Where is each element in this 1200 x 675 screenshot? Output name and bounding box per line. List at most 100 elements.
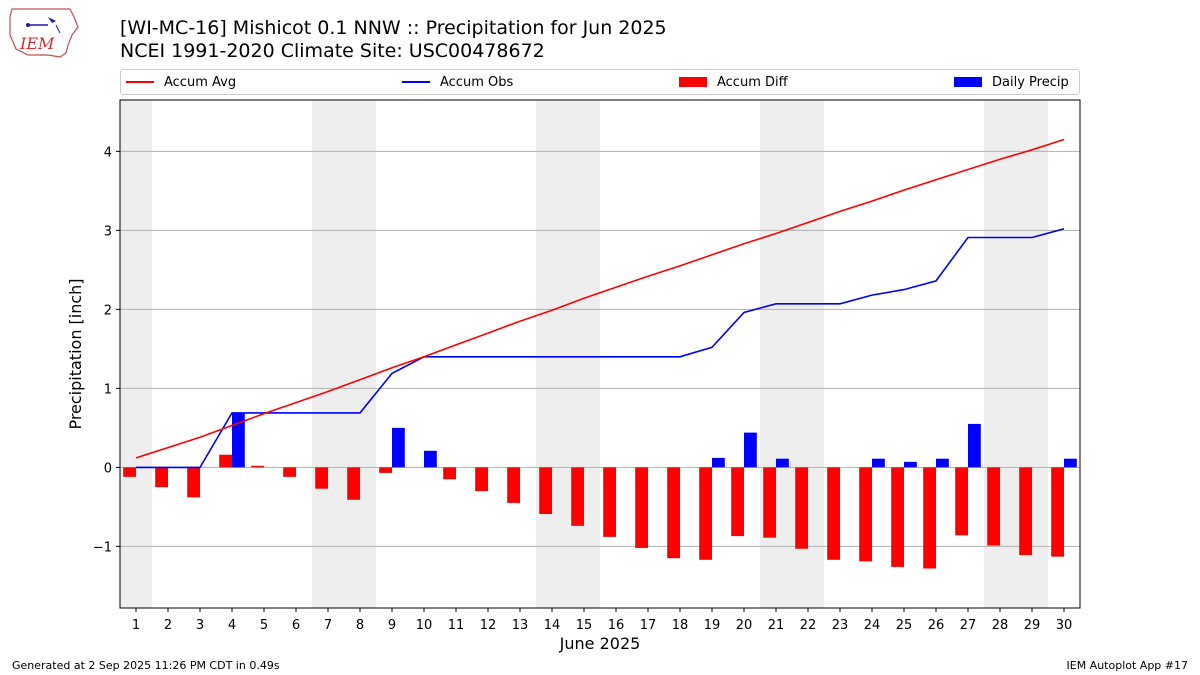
legend: Accum Avg Accum Obs Accum Diff Daily Pre… [120,69,1080,95]
x-tick-label: 19 [704,618,721,633]
x-tick-label: 14 [544,618,561,633]
accum-diff-bar [859,467,872,562]
accum-diff-bar [603,467,616,537]
accum-diff-bar [827,467,840,560]
x-tick-label: 20 [736,618,753,633]
legend-item-accum-obs: Accum Obs [402,70,513,94]
x-tick-label: 12 [480,618,497,633]
daily-precip-bar [392,427,405,468]
x-tick-label: 11 [448,618,465,633]
accum-diff-bar [635,467,648,548]
x-tick-label: 22 [800,618,817,633]
y-tick-label: 0 [104,461,112,476]
daily-precip-bar [776,458,789,468]
footer-app: IEM Autoplot App #17 [1066,659,1189,672]
accum-diff-bar [219,454,232,468]
x-tick-label: 16 [608,618,625,633]
accum-diff-bar [187,467,200,498]
x-tick-label: 1 [132,618,140,633]
y-tick-label: 1 [104,382,112,397]
iem-logo: IEM [9,8,79,58]
accum-diff-bar [475,467,488,492]
legend-item-accum-diff: Accum Diff [679,70,788,94]
y-tick-label: −1 [93,540,112,555]
daily-precip-bar [936,458,949,468]
daily-precip-bar [1064,458,1077,468]
chart-title: [WI-MC-16] Mishicot 0.1 NNW :: Precipita… [120,17,667,39]
accum-diff-bar [539,467,552,514]
x-tick-label: 17 [640,618,657,633]
weekend-shade [120,100,152,608]
x-tick-label: 27 [960,618,977,633]
accum-diff-bar [251,465,264,468]
accum-diff-bar [795,467,808,549]
legend-label-accum-obs: Accum Obs [440,74,514,90]
accum-diff-bar [571,467,584,526]
accum-diff-bar [955,467,968,536]
y-tick-label: 2 [104,303,112,318]
legend-label-accum-diff: Accum Diff [717,74,788,90]
accum-diff-bar [1051,467,1064,557]
accum-diff-bar [923,467,936,569]
daily-precip-bar [872,458,885,468]
x-axis-label: June 2025 [559,634,641,653]
logo-text: IEM [19,34,55,53]
plot-frame [119,99,1081,609]
daily-precip-bar [712,457,725,468]
y-tick-label: 4 [104,145,112,160]
accum-diff-bar [667,467,680,559]
x-tick-label: 26 [928,618,945,633]
accum-diff-bar [763,467,776,538]
accum-diff-bar [507,467,520,503]
x-tick-label: 9 [388,618,396,633]
accum-diff-bar [379,467,392,473]
daily-precip-bar [968,423,981,468]
x-tick-label: 23 [832,618,849,633]
weekend-shade [536,100,600,608]
accum-diff-bar [315,467,328,489]
y-axis-label: Precipitation [inch] [66,278,85,429]
accum-diff-bar [347,467,360,500]
legend-item-daily-precip: Daily Precip [954,70,1069,94]
accum-diff-bar [731,467,744,537]
accum-diff-bar [443,467,456,480]
legend-swatch-daily-precip [954,77,982,87]
x-tick-label: 3 [196,618,204,633]
daily-precip-bar [904,461,917,468]
daily-precip-bar [424,450,437,468]
accum-diff-bar [699,467,712,560]
x-tick-label: 24 [864,618,881,633]
x-tick-label: 6 [292,618,300,633]
x-tick-label: 21 [768,618,785,633]
legend-swatch-accum-obs [402,81,430,83]
y-tick-label: 3 [104,224,112,239]
legend-swatch-accum-diff [679,77,707,87]
x-tick-label: 30 [1056,618,1073,633]
x-tick-label: 2 [164,618,172,633]
daily-precip-bar [232,412,245,468]
accum-obs-line [136,228,1065,469]
x-tick-label: 13 [512,618,529,633]
legend-swatch-accum-avg [126,81,154,83]
legend-item-accum-avg: Accum Avg [126,70,236,94]
legend-label-accum-avg: Accum Avg [164,74,237,90]
x-tick-label: 28 [992,618,1009,633]
x-tick-label: 10 [416,618,433,633]
x-tick-label: 8 [356,618,364,633]
accum-diff-bar [891,467,904,567]
accum-diff-bar [987,467,1000,546]
x-tick-label: 25 [896,618,913,633]
accum-diff-bar [1019,467,1032,556]
legend-label-daily-precip: Daily Precip [992,74,1069,90]
footer-generated: Generated at 2 Sep 2025 11:26 PM CDT in … [12,659,280,672]
accum-diff-bar [283,467,296,477]
x-tick-label: 5 [260,618,268,633]
accum-diff-bar [123,467,136,477]
accum-diff-bar [155,467,168,488]
x-tick-label: 29 [1024,618,1041,633]
weekend-shade [312,100,376,608]
x-tick-label: 15 [576,618,593,633]
x-tick-label: 7 [324,618,332,633]
accum-avg-line [135,138,1065,459]
